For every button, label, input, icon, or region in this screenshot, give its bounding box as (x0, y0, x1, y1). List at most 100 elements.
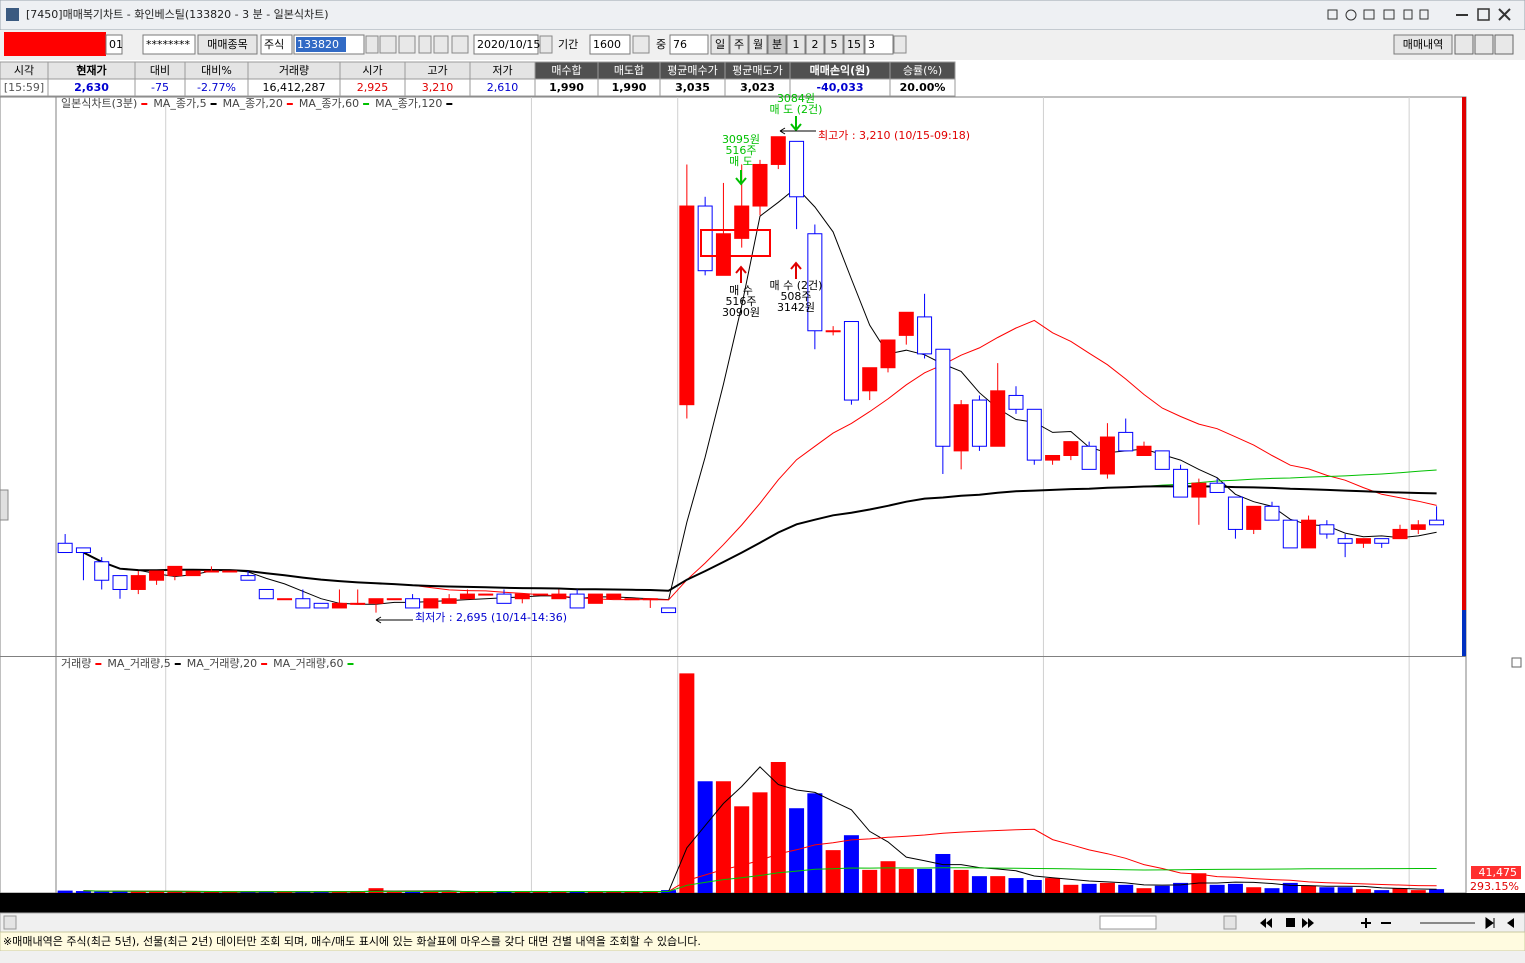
input-field[interactable] (473, 34, 539, 55)
toolbar-icon[interactable] (365, 35, 379, 54)
close[interactable] (1498, 8, 1511, 21)
help-icon[interactable] (1345, 9, 1357, 21)
legend-entry: MA_종가,5 (153, 97, 206, 110)
toolbar-icon[interactable] (433, 35, 449, 54)
candle-body (386, 598, 402, 601)
maximize[interactable] (1477, 8, 1490, 21)
scroll-left[interactable] (3, 915, 17, 930)
toolbar-button[interactable] (710, 34, 730, 55)
toolbar-text[interactable]: 일 (715, 37, 725, 51)
input-field[interactable] (260, 34, 293, 55)
header-text: 시각 (14, 64, 34, 77)
rewind[interactable] (1260, 918, 1272, 928)
input-field[interactable] (142, 34, 196, 55)
toolbar-text[interactable]: 분 (772, 38, 782, 51)
toolbar-icon[interactable] (379, 35, 397, 54)
toolbar-text[interactable]: 2020/10/15 (477, 38, 540, 51)
selection (296, 37, 346, 52)
candle-body (734, 205, 750, 239)
toolbar-button[interactable] (805, 34, 825, 55)
panel-close[interactable] (1511, 657, 1522, 668)
annotation: 최저가 : 2,695 (10/14-14:36) (415, 611, 567, 624)
candle-body (423, 598, 439, 609)
volume-bar (679, 673, 695, 893)
toolbar-icon[interactable] (1474, 34, 1494, 55)
toolbar-text[interactable]: 3 (868, 38, 875, 51)
toolbar-text[interactable]: 매매내역 (1403, 38, 1443, 51)
candle-body (441, 598, 457, 604)
scroll-right[interactable] (1223, 915, 1237, 930)
end[interactable] (1485, 917, 1495, 929)
toolbar-button[interactable] (1393, 34, 1453, 55)
tool-icon[interactable] (1383, 9, 1395, 20)
back[interactable] (1507, 918, 1514, 928)
scroll-thumb[interactable] (1099, 915, 1157, 930)
toolbar-text[interactable]: 15 (847, 38, 861, 51)
candle-body (862, 367, 878, 392)
toolbar-text[interactable]: ******** (146, 38, 191, 51)
toolbar-button[interactable] (767, 34, 787, 55)
toolbar-text[interactable]: 주 (734, 38, 744, 51)
stop[interactable] (1286, 918, 1295, 927)
candle-body (57, 542, 73, 554)
volume-bar (1410, 890, 1426, 893)
volume-bar (1063, 884, 1079, 893)
input-field[interactable] (864, 34, 894, 55)
input-field[interactable] (105, 34, 123, 55)
candle-body (496, 593, 512, 604)
side-toggle[interactable] (0, 489, 9, 521)
high-pointer (779, 127, 816, 135)
buy-arrow[interactable] (735, 265, 747, 283)
sell-arrow[interactable] (735, 170, 747, 186)
sell-arrow[interactable] (790, 116, 802, 132)
toolbar-icon[interactable] (539, 35, 553, 54)
toolbar-text[interactable]: 주식 (264, 38, 284, 51)
ma-line (83, 186, 1437, 605)
toolbar-text[interactable]: 133820 (297, 38, 339, 51)
toolbar-text[interactable]: 2 (812, 38, 819, 51)
input-field[interactable] (589, 34, 631, 55)
toolbar-text[interactable]: 매매종목 (207, 38, 247, 51)
toolbar-text[interactable]: 1600 (593, 38, 621, 51)
toolbar-button[interactable] (843, 34, 865, 55)
toolbar-text[interactable]: 1 (793, 38, 800, 51)
buy-arrow[interactable] (790, 261, 802, 279)
tool-icon[interactable] (1403, 9, 1413, 20)
header-text: 평균매도가 (732, 64, 783, 77)
volume-bar (1118, 884, 1134, 893)
header-text: 거래량 (279, 64, 309, 77)
volume-bar (1081, 883, 1097, 893)
tool-icon[interactable] (1419, 9, 1429, 20)
toolbar-button[interactable] (824, 34, 844, 55)
tool-icon[interactable] (1327, 9, 1338, 20)
toolbar-button[interactable] (748, 34, 768, 55)
forward[interactable] (1302, 918, 1314, 928)
tool-icon[interactable] (1363, 9, 1375, 20)
toolbar-icon[interactable] (1454, 34, 1474, 55)
toolbar-text[interactable]: 월 (753, 38, 763, 51)
toolbar-icon[interactable] (1494, 34, 1514, 55)
zoom-controls[interactable] (1260, 917, 1514, 929)
input-field[interactable] (669, 34, 709, 55)
window-controls[interactable] (1327, 8, 1511, 21)
toolbar-icon[interactable] (893, 35, 907, 54)
toolbar-button[interactable] (786, 34, 806, 55)
toolbar-button[interactable] (197, 34, 258, 55)
header-text: 매도합 (614, 64, 644, 77)
trade-arrows[interactable] (735, 116, 802, 283)
toolbar-icon[interactable] (632, 35, 650, 54)
volume-bar (112, 891, 128, 893)
volume-bar (843, 835, 859, 893)
toolbar-text[interactable]: 76 (673, 38, 687, 51)
volume-bar (1099, 882, 1115, 893)
toolbar-text[interactable]: 5 (831, 38, 838, 51)
zoom[interactable] (1361, 918, 1391, 928)
header-text: 승률(%) (903, 64, 942, 77)
toolbar-icon[interactable] (398, 35, 416, 54)
zoom-slider[interactable] (1420, 922, 1475, 924)
toolbar-text[interactable]: 01 (109, 38, 123, 51)
toolbar-icon[interactable] (451, 35, 469, 54)
candle-body (203, 570, 219, 573)
toolbar-icon[interactable] (418, 35, 432, 54)
toolbar-button[interactable] (729, 34, 749, 55)
